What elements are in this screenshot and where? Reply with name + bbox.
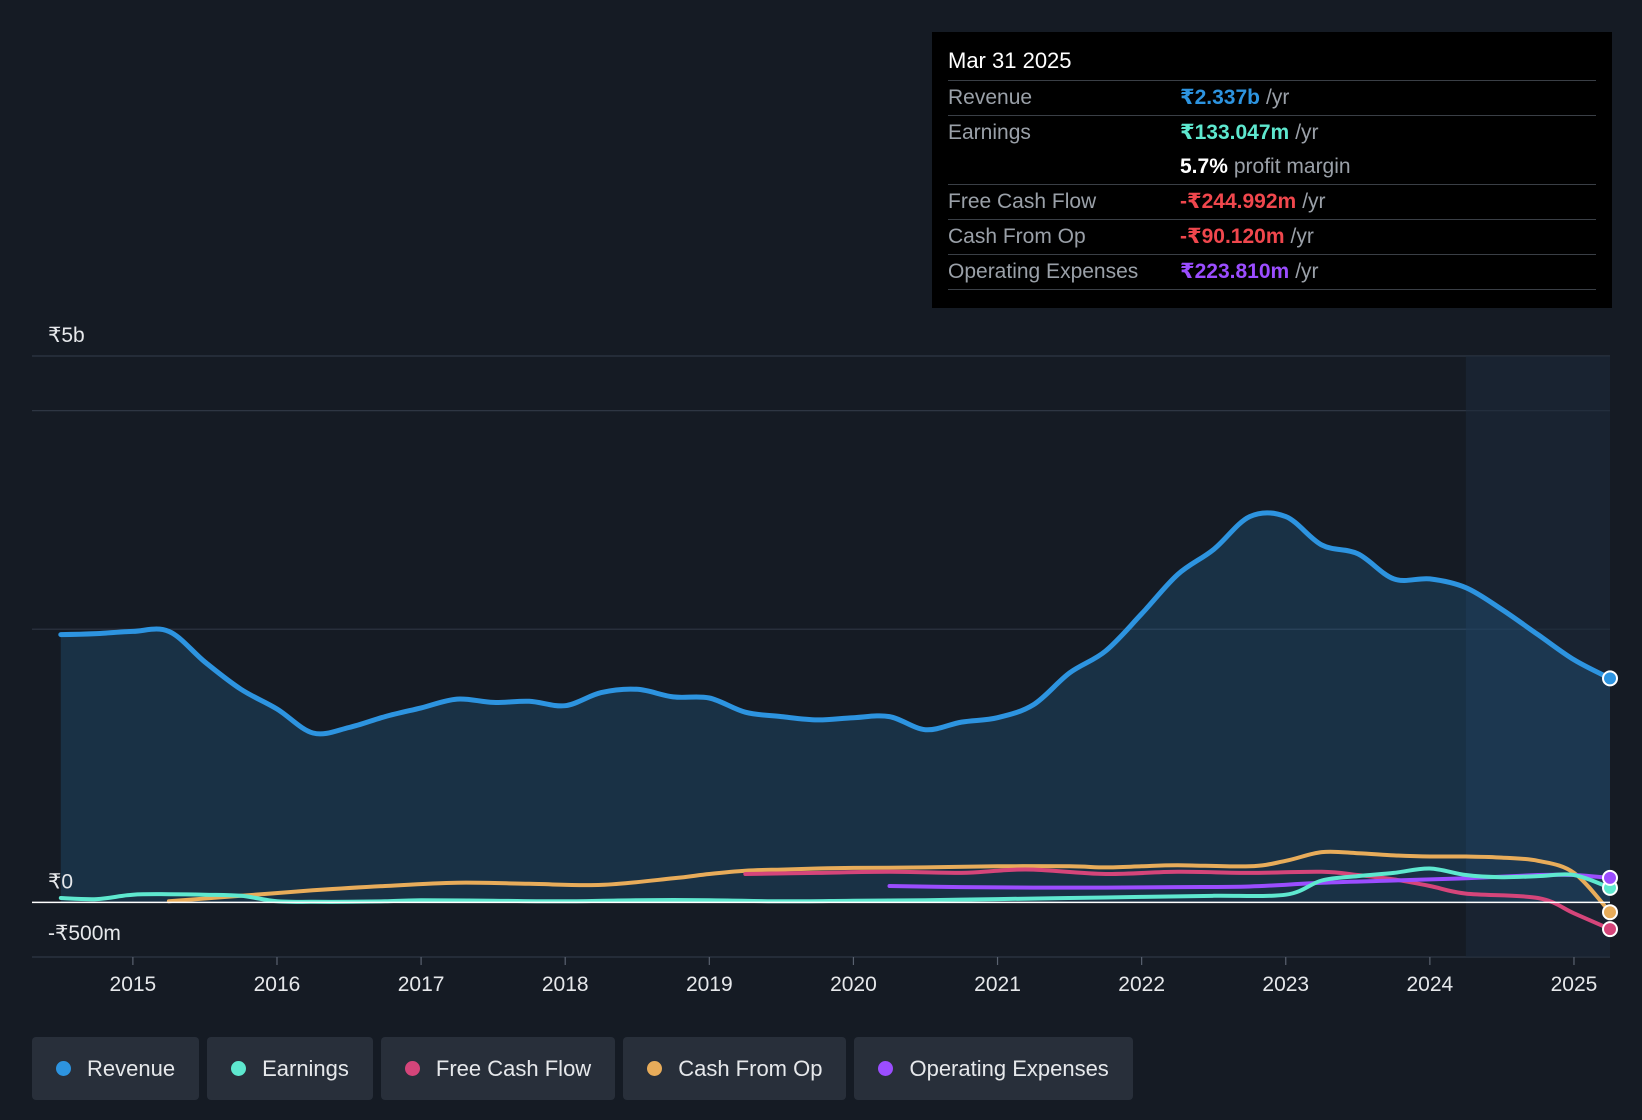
tooltip-unit: /yr xyxy=(1302,190,1326,213)
legend-item-revenue[interactable]: Revenue xyxy=(32,1037,200,1100)
y-tick-label: ₹5b xyxy=(48,324,85,347)
series-line-free-cash-flow xyxy=(743,867,1612,932)
x-tick-label: 2018 xyxy=(542,973,589,996)
tooltip-value: ₹223.810m xyxy=(1180,260,1290,283)
x-tick-label: 2017 xyxy=(398,973,445,996)
tooltip-value: -₹90.120m xyxy=(1180,225,1285,248)
legend-label: Revenue xyxy=(87,1055,176,1081)
legend-dot-icon xyxy=(647,1061,663,1076)
grid-layer xyxy=(32,355,1610,958)
tooltip-date: Mar 31 2025 xyxy=(948,48,1072,73)
series-line-earnings xyxy=(58,866,1612,904)
legend-label: Operating Expenses xyxy=(909,1055,1109,1081)
tooltip-value: -₹244.992m xyxy=(1180,190,1297,213)
endpoint-revenue xyxy=(1602,670,1618,687)
area-layer xyxy=(60,512,1610,903)
legend-dot-icon xyxy=(878,1061,894,1076)
tooltip-label: Free Cash Flow xyxy=(948,190,1097,213)
legend-label: Earnings xyxy=(262,1055,349,1081)
x-tick-label: 2021 xyxy=(974,973,1021,996)
tooltip-row-operating-expenses: Operating Expenses ₹223.810m /yr xyxy=(948,254,1596,290)
series-line-cash-from-op xyxy=(166,849,1612,915)
x-tick-label: 2019 xyxy=(686,973,733,996)
tooltip-unit: /yr xyxy=(1266,86,1290,109)
x-tick-label: 2016 xyxy=(254,973,301,996)
y-tick-label: -₹500m xyxy=(48,922,121,945)
axis-layer: ₹5b ₹0 -₹500m 2015 2016 2017 2018 2019 2020 2021 2… xyxy=(48,324,1597,996)
tooltip-unit: /yr xyxy=(1290,225,1314,248)
tooltip: Mar 31 2025 Revenue ₹2.337b /yr Earnings… xyxy=(932,32,1612,308)
tooltip-row-free-cash-flow: Free Cash Flow -₹244.992m /yr xyxy=(948,184,1596,219)
endpoint-operating-expenses xyxy=(1602,869,1618,886)
endpoint-layer xyxy=(1602,670,1618,938)
endpoint-cash-from-op xyxy=(1602,904,1618,921)
legend-item-operating-expenses[interactable]: Operating Expenses xyxy=(854,1037,1133,1100)
legend-dot-icon xyxy=(404,1061,420,1076)
legend-dot-icon xyxy=(231,1061,247,1076)
tooltip-unit: profit margin xyxy=(1233,155,1351,178)
tooltip-row-cash-from-op: Cash From Op -₹90.120m /yr xyxy=(948,219,1596,254)
x-tick-label: 2024 xyxy=(1407,973,1454,996)
legend-label: Free Cash Flow xyxy=(435,1055,592,1081)
tooltip-row-revenue: Revenue ₹2.337b /yr xyxy=(948,80,1596,115)
tooltip-label: Earnings xyxy=(948,121,1031,144)
legend-item-free-cash-flow[interactable]: Free Cash Flow xyxy=(380,1037,616,1100)
tooltip-label: Revenue xyxy=(948,86,1033,109)
series-line-revenue xyxy=(58,510,1613,737)
tooltip-value: 5.7% xyxy=(1180,155,1228,178)
tooltip-unit: /yr xyxy=(1295,260,1319,283)
x-tick-label: 2025 xyxy=(1551,973,1598,996)
tooltip-value: ₹133.047m xyxy=(1180,121,1290,144)
tooltip-label: Cash From Op xyxy=(948,225,1086,248)
x-tick-label: 2020 xyxy=(830,973,877,996)
x-tick-label: 2015 xyxy=(110,973,157,996)
x-tick-label: 2022 xyxy=(1118,973,1165,996)
legend: Revenue Earnings Free Cash Flow Cash Fro… xyxy=(32,1037,1141,1100)
x-tick-label: 2023 xyxy=(1262,973,1309,996)
line-layer xyxy=(58,510,1613,932)
endpoint-free-cash-flow xyxy=(1602,921,1618,938)
series-area-revenue xyxy=(60,512,1610,903)
tooltip-row-profit-margin: 5.7% profit margin xyxy=(948,150,1596,184)
legend-label: Cash From Op xyxy=(678,1055,823,1081)
tooltip-label: Operating Expenses xyxy=(948,260,1139,283)
legend-item-cash-from-op[interactable]: Cash From Op xyxy=(623,1037,847,1100)
tooltip-label xyxy=(948,150,1180,184)
legend-item-earnings[interactable]: Earnings xyxy=(207,1037,373,1100)
tooltip-unit: /yr xyxy=(1295,121,1319,144)
legend-dot-icon xyxy=(56,1061,71,1076)
y-tick-label: ₹0 xyxy=(48,870,73,893)
tooltip-row-earnings: Earnings ₹133.047m /yr xyxy=(948,115,1596,150)
tooltip-value: ₹2.337b xyxy=(1180,86,1260,109)
